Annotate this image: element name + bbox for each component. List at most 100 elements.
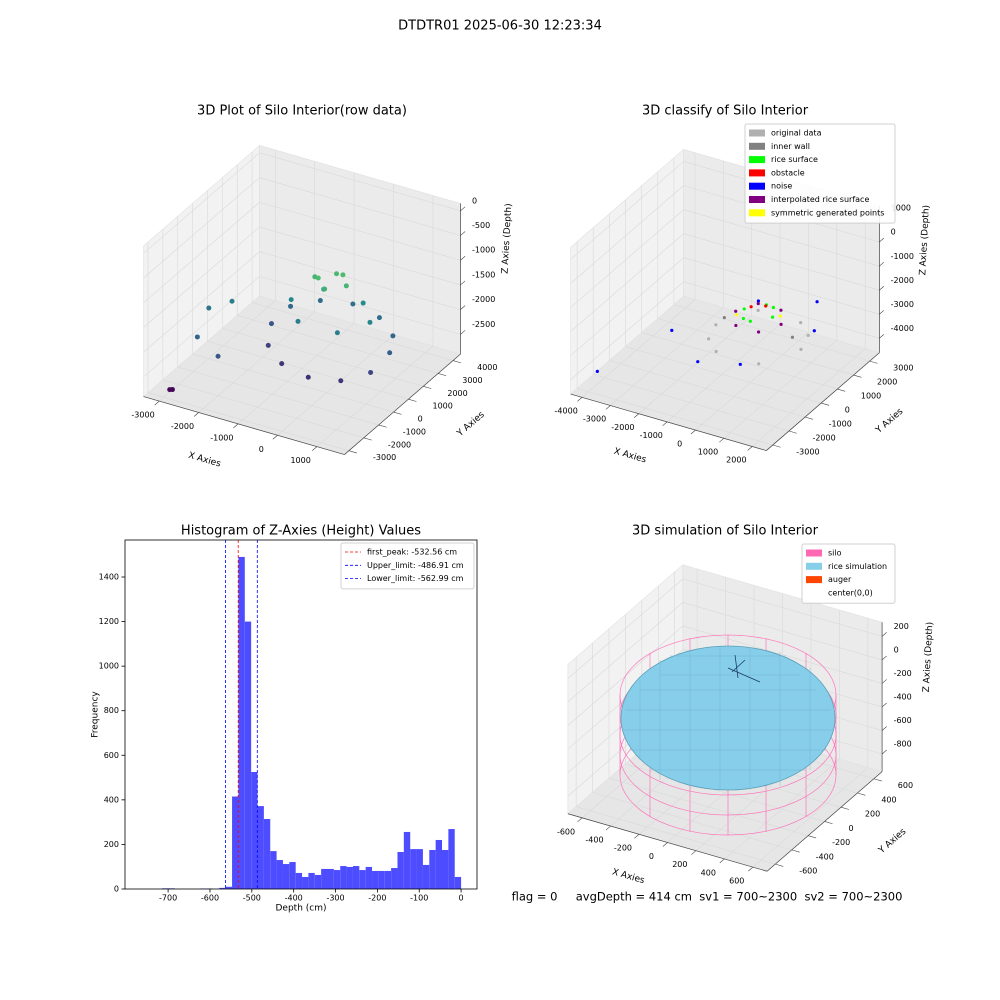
tick-mark — [634, 834, 640, 839]
grid-line — [143, 202, 260, 303]
grid-line — [570, 233, 684, 332]
bar — [276, 860, 283, 889]
grid-line — [673, 304, 870, 362]
x-tick-label: 0 — [649, 852, 654, 861]
z-axis-label: Z Axies (Depth) — [922, 622, 936, 693]
point — [734, 313, 739, 317]
bar — [416, 849, 423, 889]
y-tick-label: 1000 — [433, 402, 453, 411]
bar — [327, 868, 334, 889]
bar — [346, 866, 353, 889]
point — [764, 304, 768, 308]
point — [368, 369, 374, 375]
x-axis-label: Depth (cm) — [275, 904, 326, 914]
grid-line — [682, 578, 883, 637]
grid-line — [641, 332, 838, 390]
auger — [727, 654, 761, 683]
y-axis-line — [766, 771, 883, 872]
y-tick-label: -1000 — [403, 427, 426, 436]
tick-mark — [348, 450, 358, 454]
legend-label: auger — [828, 575, 852, 584]
y-tick-label: 0 — [114, 885, 119, 894]
grid-line — [567, 602, 684, 703]
tick-mark — [393, 411, 402, 415]
x-tick-label: -2000 — [611, 423, 634, 432]
x-tick-label: 400 — [701, 868, 716, 877]
tick-mark — [821, 402, 830, 406]
point — [799, 347, 803, 351]
point — [778, 314, 782, 318]
grid-line — [162, 379, 364, 439]
y-tick-label: 600 — [104, 751, 119, 760]
tick-mark — [788, 430, 797, 434]
grid-line — [143, 276, 260, 378]
tick-mark — [460, 231, 466, 236]
bar — [238, 556, 245, 889]
grid-line — [147, 392, 350, 451]
tick-mark — [452, 360, 462, 364]
subplot-title: 3D Plot of Silo Interior(row data) — [197, 104, 407, 119]
tick-mark — [748, 866, 754, 872]
tick-mark — [233, 423, 239, 429]
legend-label: noise — [771, 182, 792, 191]
x-tick-label: -2000 — [171, 422, 194, 431]
legend-patch — [749, 182, 765, 190]
z-tick-label: -400 — [894, 692, 912, 701]
tick-mark — [662, 421, 668, 427]
legend-label: Lower_limit: -562.99 cm — [367, 574, 464, 583]
tick-mark — [460, 305, 466, 310]
y-tick-label: 400 — [104, 795, 119, 804]
point — [756, 308, 760, 312]
point — [756, 302, 760, 306]
y-axis-line — [344, 353, 461, 455]
grid-line — [683, 233, 880, 291]
bar — [333, 870, 341, 889]
bar — [244, 621, 252, 889]
x-tick-label: -3000 — [583, 415, 606, 424]
y-tick-label: 400 — [881, 795, 896, 804]
legend-label: silo — [828, 549, 842, 558]
y-tick-label: 800 — [104, 706, 119, 715]
tick-mark — [775, 863, 784, 867]
bar — [365, 866, 373, 889]
legend-label: symmetric generated points — [771, 208, 884, 217]
bar — [410, 849, 417, 889]
legend-label: original data — [771, 129, 822, 138]
y-tick-label: 0 — [848, 824, 853, 833]
bar — [232, 796, 239, 889]
point — [799, 321, 803, 325]
y-tick-label: 0 — [845, 405, 850, 414]
point — [595, 369, 599, 373]
point — [770, 315, 775, 319]
legend-patch — [806, 562, 822, 570]
tick-mark — [879, 261, 885, 267]
point — [387, 350, 393, 356]
legend-patch — [749, 142, 765, 150]
tick-mark — [881, 632, 887, 637]
point — [206, 305, 212, 311]
grid-line — [657, 318, 854, 376]
bar — [321, 868, 328, 889]
bar — [403, 831, 411, 889]
grid-line — [682, 602, 883, 661]
bar — [302, 876, 309, 889]
legend-label: inner wall — [771, 142, 810, 151]
tick-mark — [272, 435, 278, 440]
tick-mark — [634, 413, 639, 418]
z-axis-label: Z Axies (Depth) — [501, 203, 515, 274]
tick-mark — [577, 817, 583, 823]
x-tick-label: 1000 — [698, 447, 718, 456]
grid-line — [683, 257, 880, 315]
y-tick-label: 3000 — [462, 376, 482, 385]
grid-line — [666, 323, 781, 423]
grid-line — [252, 302, 454, 361]
point — [714, 349, 718, 354]
plot-frame — [124, 539, 478, 890]
grid-line — [592, 792, 792, 851]
y-tick-label: -400 — [816, 852, 834, 861]
legend-label: first_peak: -532.56 cm — [367, 548, 457, 557]
y-tick-label: 200 — [104, 840, 119, 849]
x-tick-label: -100 — [410, 894, 428, 903]
point — [734, 309, 738, 313]
point — [749, 305, 753, 309]
